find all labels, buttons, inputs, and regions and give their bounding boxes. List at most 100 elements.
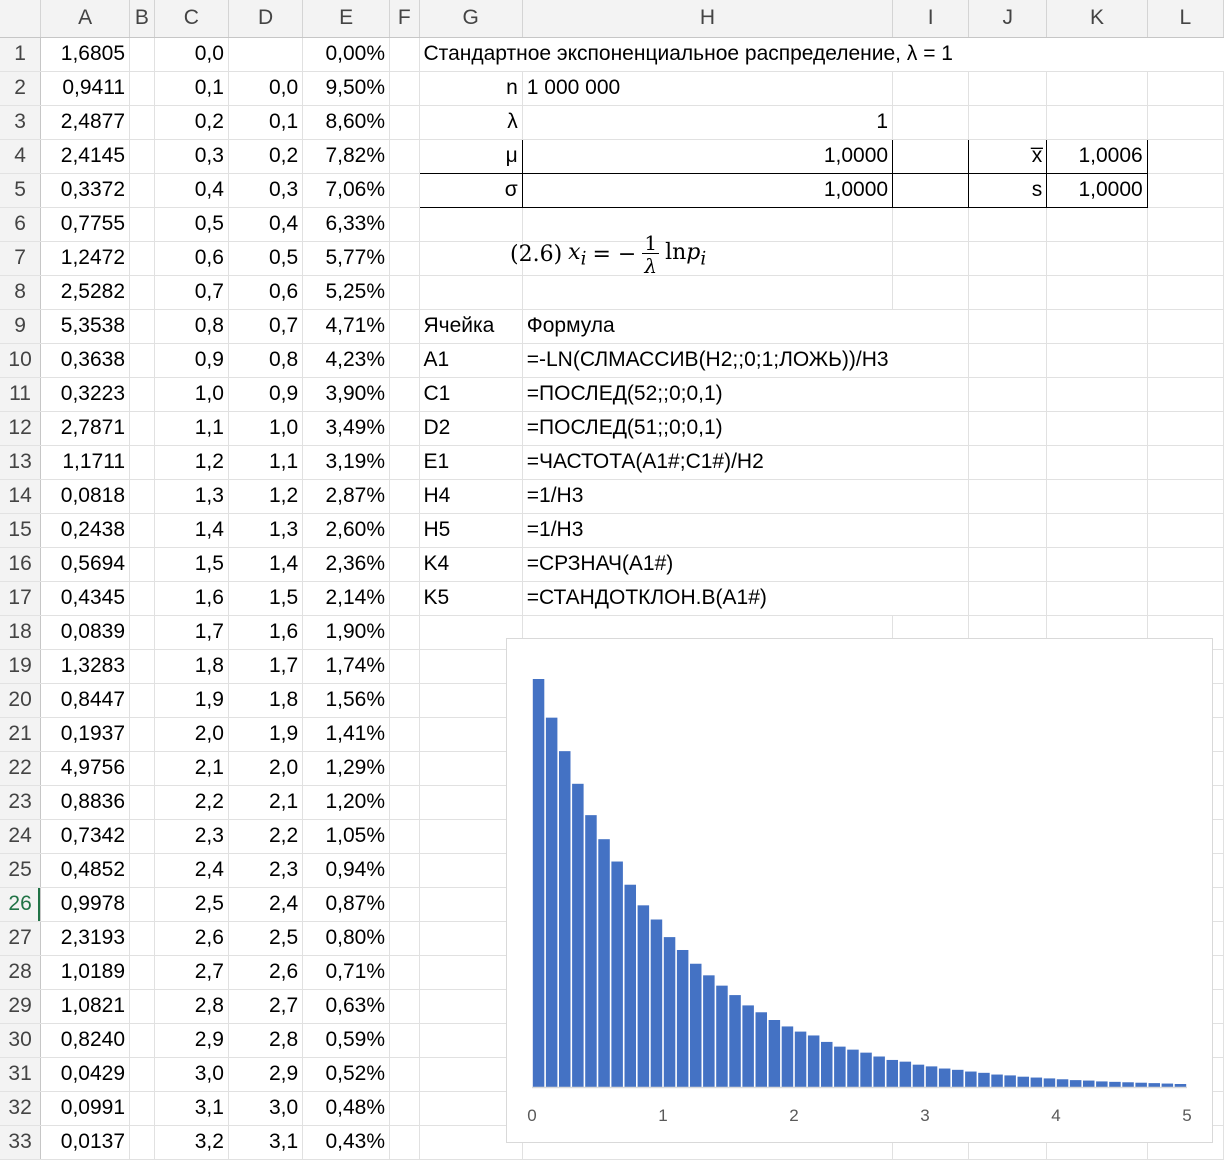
label-lambda[interactable]: λ [419,105,523,140]
histogram-bar[interactable] [1161,1083,1174,1087]
row-header[interactable]: 4 [0,139,42,174]
cell-k[interactable] [1046,513,1148,548]
cell-d[interactable]: 2,5 [228,921,304,956]
cell-e[interactable]: 4,23% [302,343,391,378]
cell-g[interactable] [419,241,523,276]
row-header[interactable]: 18 [0,615,42,650]
row-header[interactable]: 5 [0,173,42,208]
cell-c[interactable]: 1,7 [154,615,229,650]
formula-cell-ref[interactable]: H4 [419,479,523,514]
cell-b[interactable] [129,105,155,140]
histogram-bar[interactable] [886,1059,899,1087]
histogram-bar[interactable] [1030,1077,1043,1087]
cell-h[interactable] [522,241,894,276]
histogram-bar[interactable] [532,679,545,1087]
cell-b[interactable] [129,853,155,888]
cell-a[interactable]: 0,5694 [40,547,130,582]
cell-g[interactable] [419,955,523,990]
histogram-bar[interactable] [545,717,558,1087]
cell-a[interactable]: 0,3638 [40,343,130,378]
histogram-bar[interactable] [860,1052,872,1087]
cell-j[interactable] [968,105,1048,140]
cell-e[interactable]: 0,71% [302,955,391,990]
cell-d[interactable] [228,37,304,72]
cell-f[interactable] [389,343,420,378]
row-header[interactable]: 19 [0,649,42,684]
cell-b[interactable] [129,71,155,106]
cell-a[interactable]: 0,2438 [40,513,130,548]
cell-c[interactable]: 2,8 [154,989,229,1024]
cell-c[interactable]: 1,9 [154,683,229,718]
cell-l[interactable] [1147,139,1224,174]
cell-f[interactable] [389,411,420,446]
histogram-bar[interactable] [1017,1076,1030,1087]
histogram-bar[interactable] [572,783,584,1087]
cell-f[interactable] [389,819,420,854]
cell-l[interactable] [1147,479,1224,514]
histogram-bar[interactable] [834,1046,846,1087]
cell-d[interactable]: 3,0 [228,1091,304,1126]
value-lambda[interactable]: 1 [522,105,894,140]
cell-b[interactable] [129,139,155,174]
cell-a[interactable]: 5,3538 [40,309,130,344]
cell-b[interactable] [129,785,155,820]
cell-f[interactable] [389,1057,420,1092]
cell-i[interactable] [892,275,970,310]
cell-c[interactable]: 0,4 [154,173,229,208]
cell-l[interactable] [1147,411,1224,446]
cell-b[interactable] [129,683,155,718]
cell-a[interactable]: 0,0839 [40,615,130,650]
cell-i[interactable] [892,377,970,412]
histogram-bar[interactable] [663,937,676,1087]
cell-d[interactable]: 0,6 [228,275,304,310]
cell-k[interactable] [1046,343,1148,378]
cell-b[interactable] [129,921,155,956]
formula-cell-ref[interactable]: A1 [419,343,523,378]
histogram-bar[interactable] [794,1031,807,1087]
column-header-k[interactable]: K [1046,0,1148,38]
cell-b[interactable] [129,275,155,310]
cell-k[interactable] [1046,445,1148,480]
cell-b[interactable] [129,547,155,582]
cell-d[interactable]: 2,7 [228,989,304,1024]
cell-k[interactable] [1046,207,1148,242]
row-header[interactable]: 32 [0,1091,42,1126]
histogram-bar[interactable] [821,1041,833,1087]
cell-k[interactable] [1046,377,1148,412]
cell-b[interactable] [129,513,155,548]
cell-d[interactable]: 1,7 [228,649,304,684]
value-xbar[interactable]: 1,0006 [1046,138,1148,174]
cell-k[interactable] [1046,309,1148,344]
cell-j[interactable] [968,71,1048,106]
cell-e[interactable]: 0,48% [302,1091,391,1126]
cell-c[interactable]: 0,1 [154,71,229,106]
cell-f[interactable] [389,377,420,412]
histogram-bar[interactable] [1043,1078,1056,1087]
cell-a[interactable]: 2,3193 [40,921,130,956]
cell-k[interactable] [1046,241,1148,276]
cell-i[interactable] [892,241,970,276]
formulas-header-formula[interactable]: Формула [522,309,893,344]
cell-l[interactable] [1147,71,1224,106]
cell-l[interactable] [1147,377,1224,412]
column-header-i[interactable]: I [892,0,970,38]
cell-b[interactable] [129,309,155,344]
histogram-bar[interactable] [1109,1081,1121,1087]
histogram-bar[interactable] [807,1035,820,1087]
cell-a[interactable]: 0,9411 [40,71,130,106]
histogram-bar[interactable] [991,1074,1003,1087]
cell-f[interactable] [389,615,420,650]
histogram-bar[interactable] [781,1026,794,1087]
cell-c[interactable]: 0,2 [154,105,229,140]
cell-a[interactable]: 0,7342 [40,819,130,854]
cell-d[interactable]: 0,1 [228,105,304,140]
histogram-bar[interactable] [1174,1083,1187,1087]
cell-b[interactable] [129,1023,155,1058]
cell-b[interactable] [129,955,155,990]
row-header[interactable]: 10 [0,343,42,378]
formula-text[interactable]: =-LN(СЛМАССИВ(H2;;0;1;ЛОЖЬ))/H3 [522,343,893,378]
cell-f[interactable] [389,275,420,310]
cell-e[interactable]: 8,60% [302,105,391,140]
column-header-e[interactable]: E [302,0,391,38]
cell-l[interactable] [1147,105,1224,140]
